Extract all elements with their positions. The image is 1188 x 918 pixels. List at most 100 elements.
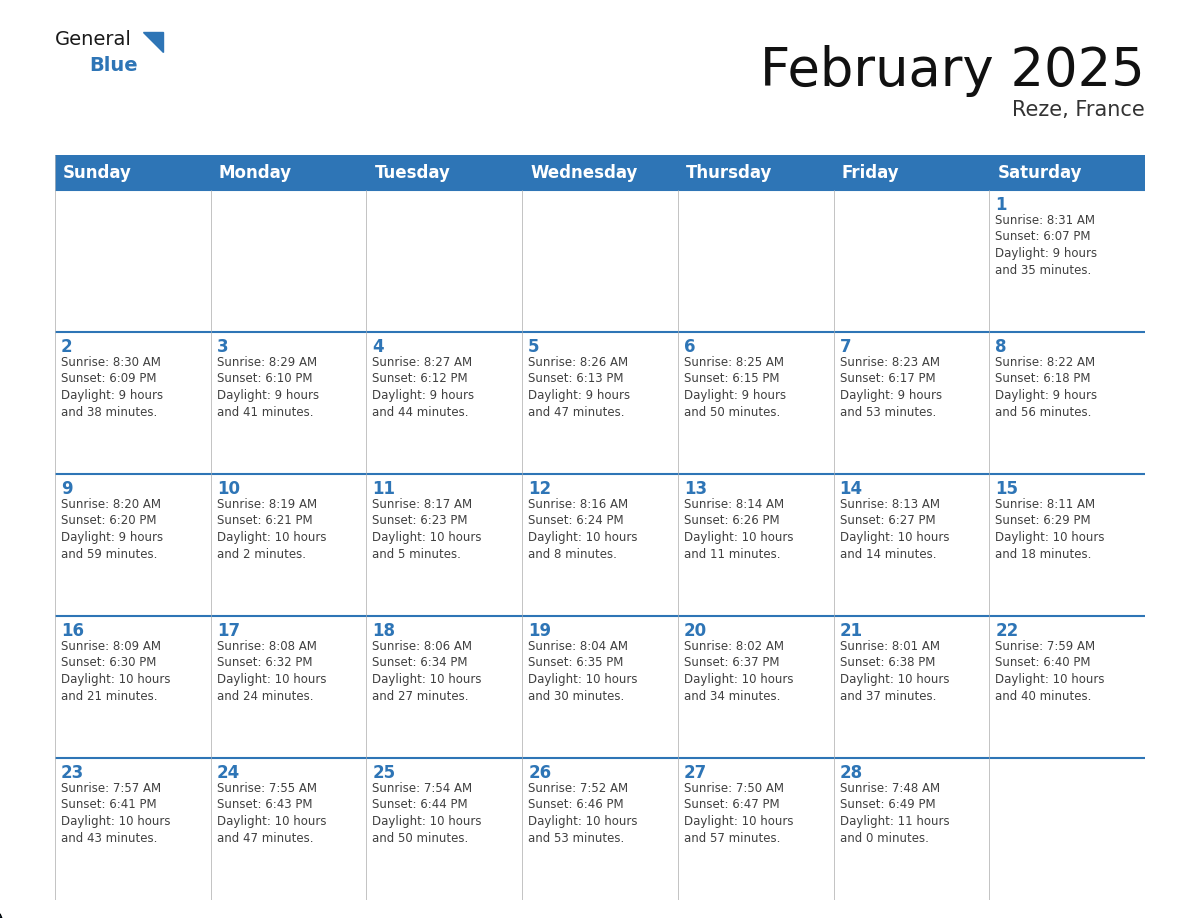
Text: Sunrise: 8:02 AM
Sunset: 6:37 PM
Daylight: 10 hours
and 34 minutes.: Sunrise: 8:02 AM Sunset: 6:37 PM Dayligh… xyxy=(684,640,794,702)
Text: 19: 19 xyxy=(529,622,551,640)
Text: 16: 16 xyxy=(61,622,84,640)
Text: February 2025: February 2025 xyxy=(760,45,1145,97)
Bar xyxy=(990,474,1145,616)
Text: Sunday: Sunday xyxy=(63,163,132,182)
Text: Sunrise: 7:54 AM
Sunset: 6:44 PM
Daylight: 10 hours
and 50 minutes.: Sunrise: 7:54 AM Sunset: 6:44 PM Dayligh… xyxy=(372,782,482,845)
Text: Wednesday: Wednesday xyxy=(530,163,638,182)
Text: Sunrise: 8:14 AM
Sunset: 6:26 PM
Daylight: 10 hours
and 11 minutes.: Sunrise: 8:14 AM Sunset: 6:26 PM Dayligh… xyxy=(684,498,794,561)
Text: 5: 5 xyxy=(529,338,539,356)
Bar xyxy=(210,474,366,616)
Bar xyxy=(990,758,1145,900)
Bar xyxy=(366,332,523,474)
Bar xyxy=(678,332,834,474)
Text: Friday: Friday xyxy=(841,163,899,182)
Text: 12: 12 xyxy=(529,480,551,498)
Text: 26: 26 xyxy=(529,764,551,782)
Text: Saturday: Saturday xyxy=(997,163,1082,182)
Text: 2: 2 xyxy=(61,338,72,356)
Text: Sunrise: 8:31 AM
Sunset: 6:07 PM
Daylight: 9 hours
and 35 minutes.: Sunrise: 8:31 AM Sunset: 6:07 PM Dayligh… xyxy=(996,214,1098,276)
Text: Sunrise: 8:19 AM
Sunset: 6:21 PM
Daylight: 10 hours
and 2 minutes.: Sunrise: 8:19 AM Sunset: 6:21 PM Dayligh… xyxy=(216,498,327,561)
Text: Sunrise: 7:55 AM
Sunset: 6:43 PM
Daylight: 10 hours
and 47 minutes.: Sunrise: 7:55 AM Sunset: 6:43 PM Dayligh… xyxy=(216,782,327,845)
Bar xyxy=(55,616,210,758)
Text: 1: 1 xyxy=(996,196,1006,214)
Text: 20: 20 xyxy=(684,622,707,640)
Text: Sunrise: 8:22 AM
Sunset: 6:18 PM
Daylight: 9 hours
and 56 minutes.: Sunrise: 8:22 AM Sunset: 6:18 PM Dayligh… xyxy=(996,356,1098,419)
Text: 13: 13 xyxy=(684,480,707,498)
Text: 3: 3 xyxy=(216,338,228,356)
Text: 25: 25 xyxy=(372,764,396,782)
Text: Sunrise: 8:04 AM
Sunset: 6:35 PM
Daylight: 10 hours
and 30 minutes.: Sunrise: 8:04 AM Sunset: 6:35 PM Dayligh… xyxy=(529,640,638,702)
Bar xyxy=(834,332,990,474)
Text: Sunrise: 8:26 AM
Sunset: 6:13 PM
Daylight: 9 hours
and 47 minutes.: Sunrise: 8:26 AM Sunset: 6:13 PM Dayligh… xyxy=(529,356,631,419)
Text: Sunrise: 8:30 AM
Sunset: 6:09 PM
Daylight: 9 hours
and 38 minutes.: Sunrise: 8:30 AM Sunset: 6:09 PM Dayligh… xyxy=(61,356,163,419)
Bar xyxy=(55,332,210,474)
Bar xyxy=(678,474,834,616)
Text: 21: 21 xyxy=(840,622,862,640)
Text: 24: 24 xyxy=(216,764,240,782)
Text: Sunrise: 8:20 AM
Sunset: 6:20 PM
Daylight: 9 hours
and 59 minutes.: Sunrise: 8:20 AM Sunset: 6:20 PM Dayligh… xyxy=(61,498,163,561)
Text: Sunrise: 8:17 AM
Sunset: 6:23 PM
Daylight: 10 hours
and 5 minutes.: Sunrise: 8:17 AM Sunset: 6:23 PM Dayligh… xyxy=(372,498,482,561)
Text: Sunrise: 8:27 AM
Sunset: 6:12 PM
Daylight: 9 hours
and 44 minutes.: Sunrise: 8:27 AM Sunset: 6:12 PM Dayligh… xyxy=(372,356,474,419)
Text: Sunrise: 8:09 AM
Sunset: 6:30 PM
Daylight: 10 hours
and 21 minutes.: Sunrise: 8:09 AM Sunset: 6:30 PM Dayligh… xyxy=(61,640,171,702)
Text: Blue: Blue xyxy=(89,56,138,75)
Text: Sunrise: 8:08 AM
Sunset: 6:32 PM
Daylight: 10 hours
and 24 minutes.: Sunrise: 8:08 AM Sunset: 6:32 PM Dayligh… xyxy=(216,640,327,702)
Bar xyxy=(366,155,523,190)
Bar xyxy=(366,474,523,616)
Bar xyxy=(210,616,366,758)
Bar xyxy=(990,332,1145,474)
Bar xyxy=(366,758,523,900)
Text: Tuesday: Tuesday xyxy=(374,163,450,182)
Text: 9: 9 xyxy=(61,480,72,498)
Text: Sunrise: 8:16 AM
Sunset: 6:24 PM
Daylight: 10 hours
and 8 minutes.: Sunrise: 8:16 AM Sunset: 6:24 PM Dayligh… xyxy=(529,498,638,561)
Bar xyxy=(523,474,678,616)
Bar xyxy=(210,155,366,190)
Text: Monday: Monday xyxy=(219,163,292,182)
Text: General: General xyxy=(55,30,132,49)
Bar xyxy=(55,758,210,900)
Bar xyxy=(523,332,678,474)
Text: Sunrise: 8:29 AM
Sunset: 6:10 PM
Daylight: 9 hours
and 41 minutes.: Sunrise: 8:29 AM Sunset: 6:10 PM Dayligh… xyxy=(216,356,318,419)
Bar xyxy=(210,332,366,474)
Bar xyxy=(523,758,678,900)
Bar xyxy=(990,190,1145,332)
Bar xyxy=(678,190,834,332)
Text: 15: 15 xyxy=(996,480,1018,498)
Bar xyxy=(834,758,990,900)
Bar xyxy=(834,616,990,758)
Bar xyxy=(678,758,834,900)
Text: Reze, France: Reze, France xyxy=(1012,100,1145,120)
Bar xyxy=(834,474,990,616)
Text: Sunrise: 8:25 AM
Sunset: 6:15 PM
Daylight: 9 hours
and 50 minutes.: Sunrise: 8:25 AM Sunset: 6:15 PM Dayligh… xyxy=(684,356,786,419)
Bar xyxy=(55,155,210,190)
Text: Sunrise: 7:50 AM
Sunset: 6:47 PM
Daylight: 10 hours
and 57 minutes.: Sunrise: 7:50 AM Sunset: 6:47 PM Dayligh… xyxy=(684,782,794,845)
Text: 18: 18 xyxy=(372,622,396,640)
Text: Sunrise: 8:23 AM
Sunset: 6:17 PM
Daylight: 9 hours
and 53 minutes.: Sunrise: 8:23 AM Sunset: 6:17 PM Dayligh… xyxy=(840,356,942,419)
Text: 14: 14 xyxy=(840,480,862,498)
Bar xyxy=(523,155,678,190)
Bar xyxy=(55,190,210,332)
Bar xyxy=(678,616,834,758)
Text: Sunrise: 8:06 AM
Sunset: 6:34 PM
Daylight: 10 hours
and 27 minutes.: Sunrise: 8:06 AM Sunset: 6:34 PM Dayligh… xyxy=(372,640,482,702)
Text: 6: 6 xyxy=(684,338,695,356)
Bar xyxy=(834,190,990,332)
Text: 11: 11 xyxy=(372,480,396,498)
Text: Thursday: Thursday xyxy=(685,163,772,182)
Bar xyxy=(523,616,678,758)
Text: Sunrise: 7:48 AM
Sunset: 6:49 PM
Daylight: 11 hours
and 0 minutes.: Sunrise: 7:48 AM Sunset: 6:49 PM Dayligh… xyxy=(840,782,949,845)
Text: 4: 4 xyxy=(372,338,384,356)
Text: Sunrise: 7:52 AM
Sunset: 6:46 PM
Daylight: 10 hours
and 53 minutes.: Sunrise: 7:52 AM Sunset: 6:46 PM Dayligh… xyxy=(529,782,638,845)
Bar xyxy=(990,155,1145,190)
Text: 22: 22 xyxy=(996,622,1018,640)
Text: 7: 7 xyxy=(840,338,851,356)
Bar xyxy=(55,474,210,616)
Bar xyxy=(210,758,366,900)
Text: Sunrise: 8:13 AM
Sunset: 6:27 PM
Daylight: 10 hours
and 14 minutes.: Sunrise: 8:13 AM Sunset: 6:27 PM Dayligh… xyxy=(840,498,949,561)
Text: 17: 17 xyxy=(216,622,240,640)
Text: Sunrise: 8:01 AM
Sunset: 6:38 PM
Daylight: 10 hours
and 37 minutes.: Sunrise: 8:01 AM Sunset: 6:38 PM Dayligh… xyxy=(840,640,949,702)
Text: 27: 27 xyxy=(684,764,707,782)
Bar xyxy=(366,190,523,332)
Bar xyxy=(523,190,678,332)
Bar xyxy=(678,155,834,190)
Text: Sunrise: 7:57 AM
Sunset: 6:41 PM
Daylight: 10 hours
and 43 minutes.: Sunrise: 7:57 AM Sunset: 6:41 PM Dayligh… xyxy=(61,782,171,845)
Text: 8: 8 xyxy=(996,338,1006,356)
